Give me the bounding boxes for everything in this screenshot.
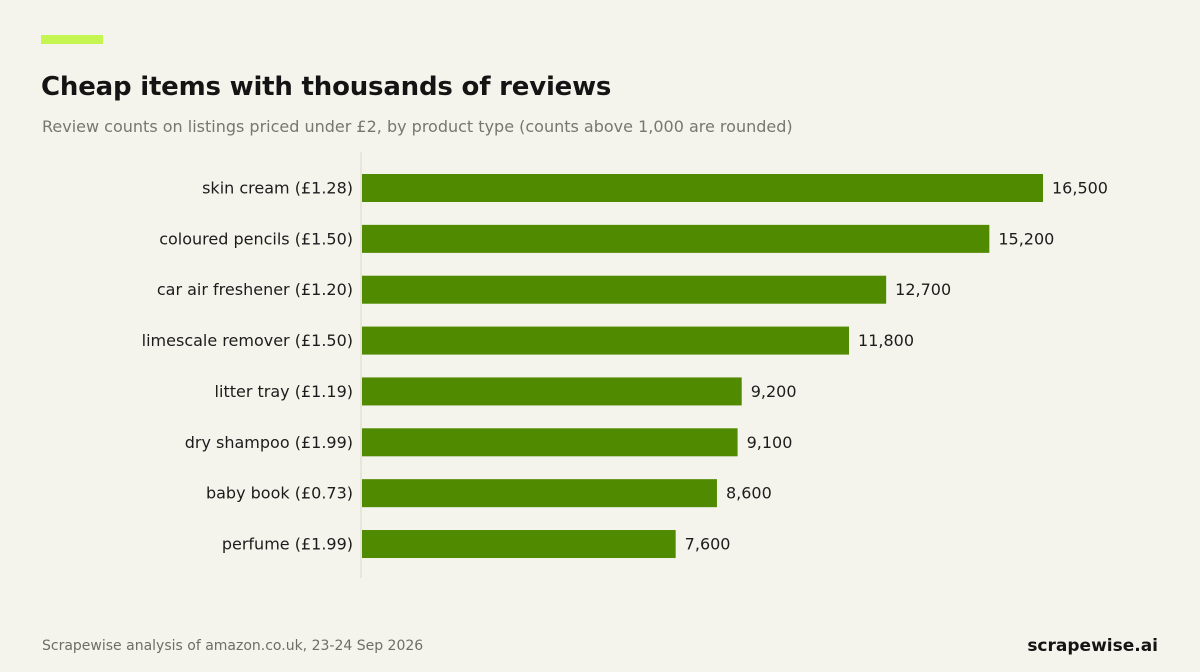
category-label: dry shampoo (£1.99) — [185, 433, 353, 452]
category-label: skin cream (£1.28) — [202, 179, 353, 198]
bar — [362, 530, 676, 559]
category-label: coloured pencils (£1.50) — [159, 229, 353, 248]
source-note: Scrapewise analysis of amazon.co.uk, 23-… — [42, 638, 424, 654]
value-label: 9,200 — [751, 382, 797, 401]
value-label: 9,100 — [747, 433, 793, 452]
value-label: 12,700 — [895, 280, 951, 299]
bar — [362, 377, 742, 406]
value-label: 15,200 — [998, 229, 1054, 248]
chart-subtitle: Review counts on listings priced under £… — [42, 117, 793, 136]
category-label: baby book (£0.73) — [206, 484, 353, 503]
value-label: 11,800 — [858, 331, 914, 350]
bar — [362, 224, 990, 253]
category-label: perfume (£1.99) — [222, 535, 353, 554]
value-label: 16,500 — [1052, 179, 1108, 198]
bar — [362, 174, 1043, 202]
category-label: limescale remover (£1.50) — [142, 331, 353, 350]
category-label: car air freshener (£1.20) — [157, 280, 353, 299]
value-label: 7,600 — [685, 535, 731, 554]
brand-logo-text: scrapewise.ai — [1027, 636, 1158, 656]
bar — [362, 326, 850, 355]
bar — [362, 275, 887, 304]
category-label: litter tray (£1.19) — [215, 382, 353, 401]
accent-bar — [41, 35, 103, 44]
bar — [362, 428, 738, 457]
chart-title: Cheap items with thousands of reviews — [41, 72, 612, 102]
bar — [362, 479, 717, 508]
value-label: 8,600 — [726, 484, 772, 503]
